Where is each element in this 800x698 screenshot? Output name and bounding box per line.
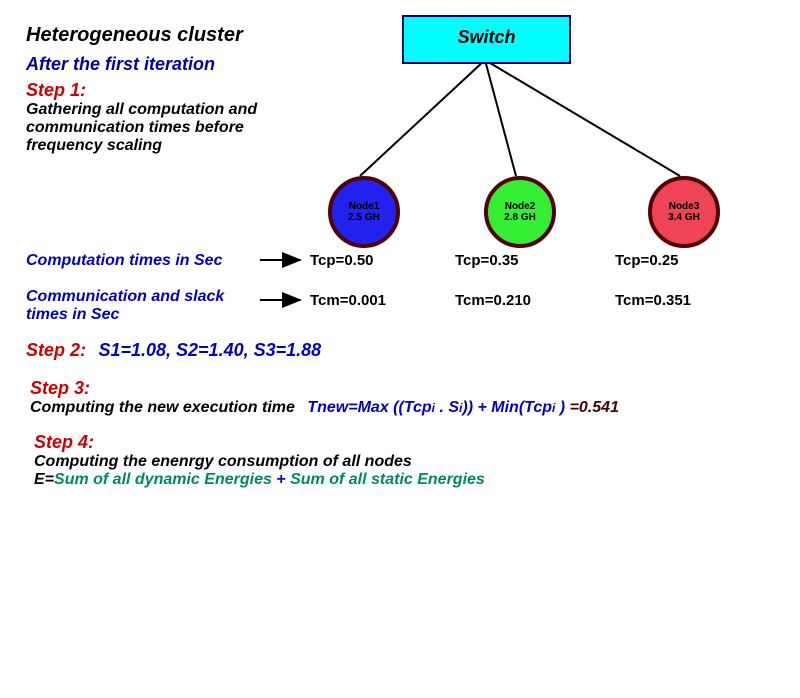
step4-stat: Sum of all static Energies — [290, 471, 485, 488]
tcp-label: Computation times in Sec — [26, 252, 222, 270]
node-freq: 3.4 GH — [668, 212, 700, 223]
step1-text: Gathering all computation and communicat… — [26, 101, 257, 154]
step4-plus: + — [272, 471, 290, 488]
switch-label: Switch — [457, 27, 515, 47]
node-2: Node22.8 GH — [484, 176, 556, 248]
tcm-val-2: Tcm=0.351 — [615, 292, 691, 309]
edge-1 — [485, 60, 516, 176]
subtitle: After the first iteration — [26, 54, 215, 75]
node-name: Node2 — [505, 201, 536, 212]
step4-block: Step 4: Computing the enenrgy consumptio… — [34, 432, 485, 489]
step4-text: Computing the enenrgy consumption of all… — [34, 453, 412, 470]
node-freq: 2.5 GH — [348, 212, 380, 223]
step1-block: Step 1: Gathering all computation and co… — [26, 80, 257, 155]
step4-eq-prefix: E= — [34, 471, 54, 488]
step4-label: Step 4: — [34, 432, 94, 452]
node-1: Node12.5 GH — [328, 176, 400, 248]
tcp-val-1: Tcp=0.35 — [455, 252, 519, 269]
edge-0 — [360, 60, 485, 176]
tcm-label: Communication and slack times in Sec — [26, 288, 224, 324]
step3-lead: Computing the new execution time — [30, 399, 295, 416]
step2-label: Step 2: — [26, 340, 86, 360]
switch-box: Switch — [402, 15, 571, 64]
step4-dyn: Sum of all dynamic Energies — [54, 471, 272, 488]
node-name: Node3 — [669, 201, 700, 212]
page-title: Heterogeneous cluster — [26, 24, 243, 47]
tcm-val-1: Tcm=0.210 — [455, 292, 531, 309]
step3-formula: Tnew=Max ((Tcpi . Si)) + Min(Tcpi ) — [307, 399, 569, 416]
node-name: Node1 — [349, 201, 380, 212]
step3-block: Step 3: Computing the new execution time… — [30, 378, 619, 417]
tcm-val-0: Tcm=0.001 — [310, 292, 386, 309]
tcp-val-0: Tcp=0.50 — [310, 252, 374, 269]
node-freq: 2.8 GH — [504, 212, 536, 223]
step1-label: Step 1: — [26, 80, 86, 100]
edge-2 — [485, 60, 680, 176]
node-3: Node33.4 GH — [648, 176, 720, 248]
step2-block: Step 2: S1=1.08, S2=1.40, S3=1.88 — [26, 340, 321, 361]
step3-result: =0.541 — [570, 399, 619, 416]
step3-label: Step 3: — [30, 378, 90, 398]
step2-text: S1=1.08, S2=1.40, S3=1.88 — [98, 340, 321, 360]
tcp-val-2: Tcp=0.25 — [615, 252, 679, 269]
